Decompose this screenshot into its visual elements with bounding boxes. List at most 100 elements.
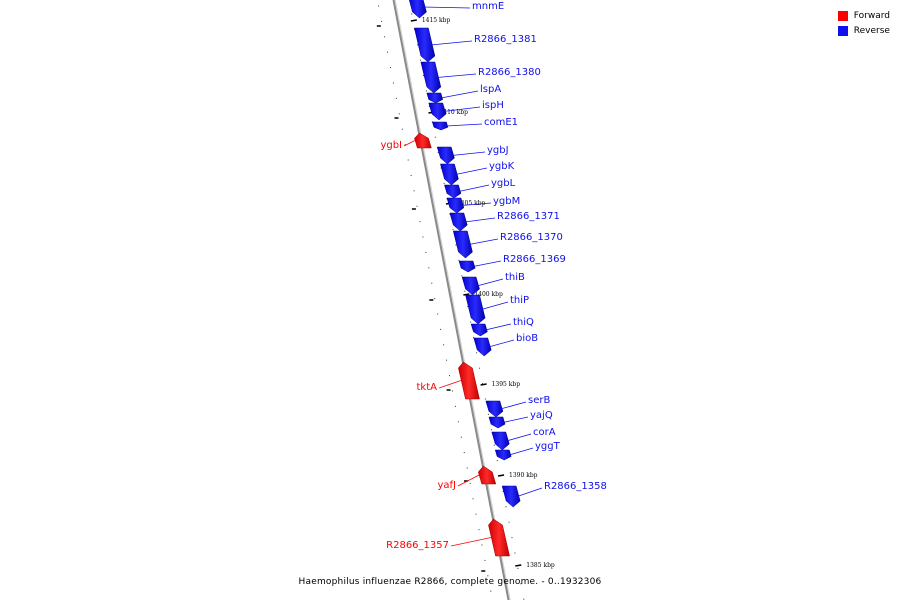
gene-label[interactable]: ispH (482, 100, 504, 111)
gene-thiP[interactable]: thiP (465, 294, 530, 325)
reverse-gene-arrow[interactable] (458, 260, 476, 273)
reverse-gene-arrow[interactable] (432, 121, 449, 131)
gene-yajQ[interactable]: yajQ (488, 410, 553, 429)
gene-bioB[interactable]: bioB (473, 333, 538, 357)
gene-ygbI[interactable]: ygbI (380, 132, 432, 151)
gene-R2866_1380[interactable]: R2866_1380 (420, 61, 541, 94)
reverse-gene-arrow[interactable] (444, 184, 462, 199)
gene-leader-line (446, 123, 483, 127)
gene-R2866_1370[interactable]: R2866_1370 (452, 230, 563, 259)
legend-forward: Forward (837, 8, 890, 23)
gene-label[interactable]: R2866_1358 (544, 481, 607, 492)
reverse-gene-arrow[interactable] (485, 400, 504, 418)
reverse-gene-arrow[interactable] (426, 92, 444, 104)
gene-label[interactable]: thiP (510, 295, 529, 306)
gene-label[interactable]: yajQ (530, 410, 553, 421)
major-tick-label: 1385 kbp (526, 562, 555, 569)
gene-thiB[interactable]: thiB (461, 272, 525, 296)
gene-tktA[interactable]: tktA (417, 361, 480, 400)
major-tick-label: 1400 kbp (474, 291, 503, 298)
gene-R2866_1369[interactable]: R2866_1369 (458, 254, 566, 273)
gene-label[interactable]: ygbJ (487, 145, 509, 156)
gene-label[interactable]: ygbL (491, 178, 516, 189)
forward-gene-arrow[interactable] (488, 518, 510, 557)
major-tick (463, 293, 470, 296)
major-tick (497, 474, 505, 477)
gene-yggT[interactable]: yggT (494, 441, 561, 461)
forward-swatch (837, 10, 848, 21)
reverse-gene-arrow[interactable] (488, 416, 506, 429)
gene-leader-line (461, 202, 492, 206)
gene-yafJ[interactable]: yafJ (437, 465, 497, 491)
gene-label[interactable]: lspA (480, 84, 501, 95)
reverse-gene-arrow[interactable] (446, 197, 465, 214)
gene-leader-line (485, 323, 512, 331)
forward-gene-arrow[interactable] (478, 465, 497, 485)
genome-caption: Haemophilus influenzae R2866, complete g… (298, 577, 602, 587)
major-tick (480, 383, 487, 386)
reverse-gene-arrow[interactable] (428, 102, 447, 121)
reverse-gene-arrow[interactable] (440, 163, 459, 186)
gene-label[interactable]: R2866_1380 (478, 67, 541, 78)
gene-serB[interactable]: serB (485, 395, 551, 418)
gene-leader-line (436, 73, 477, 78)
gene-label[interactable]: tktA (417, 382, 438, 393)
gene-label[interactable]: thiQ (513, 317, 534, 328)
reverse-gene-arrow[interactable] (494, 449, 512, 461)
gene-label[interactable]: R2866_1369 (503, 254, 566, 265)
reverse-gene-arrow[interactable] (465, 294, 486, 325)
gene-label[interactable]: R2866_1370 (500, 232, 563, 243)
reverse-gene-arrow[interactable] (470, 323, 488, 337)
gene-ygbK[interactable]: ygbK (440, 161, 515, 186)
gene-label[interactable]: yggT (535, 441, 561, 452)
reverse-gene-arrow[interactable] (420, 61, 442, 94)
reverse-gene-arrow[interactable] (501, 485, 521, 508)
reverse-gene-arrow[interactable] (473, 337, 492, 357)
gene-label[interactable]: R2866_1371 (497, 211, 560, 222)
gene-R2866_1371[interactable]: R2866_1371 (449, 211, 560, 232)
gene-label[interactable]: ygbI (380, 140, 402, 151)
gene-ygbM[interactable]: ygbM (446, 196, 520, 214)
gene-label[interactable]: ygbM (493, 196, 520, 207)
gene-label[interactable]: mnmE (472, 1, 504, 12)
gene-lspA[interactable]: lspA (426, 84, 502, 104)
gene-leader-line (440, 90, 479, 99)
forward-gene-arrow[interactable] (458, 361, 480, 400)
reverse-gene-arrow[interactable] (452, 230, 473, 259)
gene-ygbL[interactable]: ygbL (444, 178, 516, 199)
reverse-gene-arrow[interactable] (408, 0, 427, 19)
gene-thiQ[interactable]: thiQ (470, 317, 534, 337)
major-tick-label: 1415 kbp (422, 17, 451, 24)
gene-leader-line (509, 447, 534, 456)
gene-comE1[interactable]: comE1 (432, 117, 518, 131)
reverse-gene-arrow[interactable] (491, 431, 510, 451)
gene-label[interactable]: R2866_1357 (386, 540, 449, 551)
gene-mnmE[interactable]: mnmE (408, 0, 504, 19)
gene-label[interactable]: bioB (516, 333, 538, 344)
gene-R2866_1381[interactable]: R2866_1381 (414, 27, 537, 63)
gene-R2866_1357[interactable]: R2866_1357 (386, 518, 510, 557)
forward-gene-arrow[interactable] (414, 132, 432, 149)
gene-label[interactable]: ygbK (489, 161, 515, 172)
gene-leader-line (517, 487, 543, 497)
gene-corA[interactable]: corA (491, 427, 556, 451)
gene-label[interactable]: comE1 (484, 117, 518, 128)
major-ticks: 1415 kbp 1410 kbp 1405 kbp 1400 kbp 1395 kbp… (376, 17, 555, 572)
gene-label[interactable]: serB (528, 395, 550, 406)
gene-label[interactable]: corA (533, 427, 556, 438)
reverse-gene-arrow[interactable] (461, 276, 480, 296)
gene-ygbJ[interactable]: ygbJ (436, 145, 509, 165)
gene-label[interactable]: yafJ (437, 480, 456, 491)
major-tick (515, 564, 522, 567)
gene-leader-line (451, 151, 486, 156)
gene-ispH[interactable]: ispH (428, 100, 504, 121)
reverse-gene-arrow[interactable] (449, 212, 468, 232)
gene-R2866_1358[interactable]: R2866_1358 (501, 481, 607, 508)
gene-label[interactable]: thiB (505, 272, 525, 283)
reverse-gene-arrow[interactable] (414, 27, 436, 63)
gene-leader-line (443, 106, 481, 112)
gene-features: mnmE R2866_1381 R2866_1380 lspA ispH comE1 ygb… (380, 0, 607, 557)
major-tick-label: 1390 kbp (509, 472, 538, 479)
gene-label[interactable]: R2866_1381 (474, 34, 537, 45)
reverse-gene-arrow[interactable] (436, 146, 455, 165)
